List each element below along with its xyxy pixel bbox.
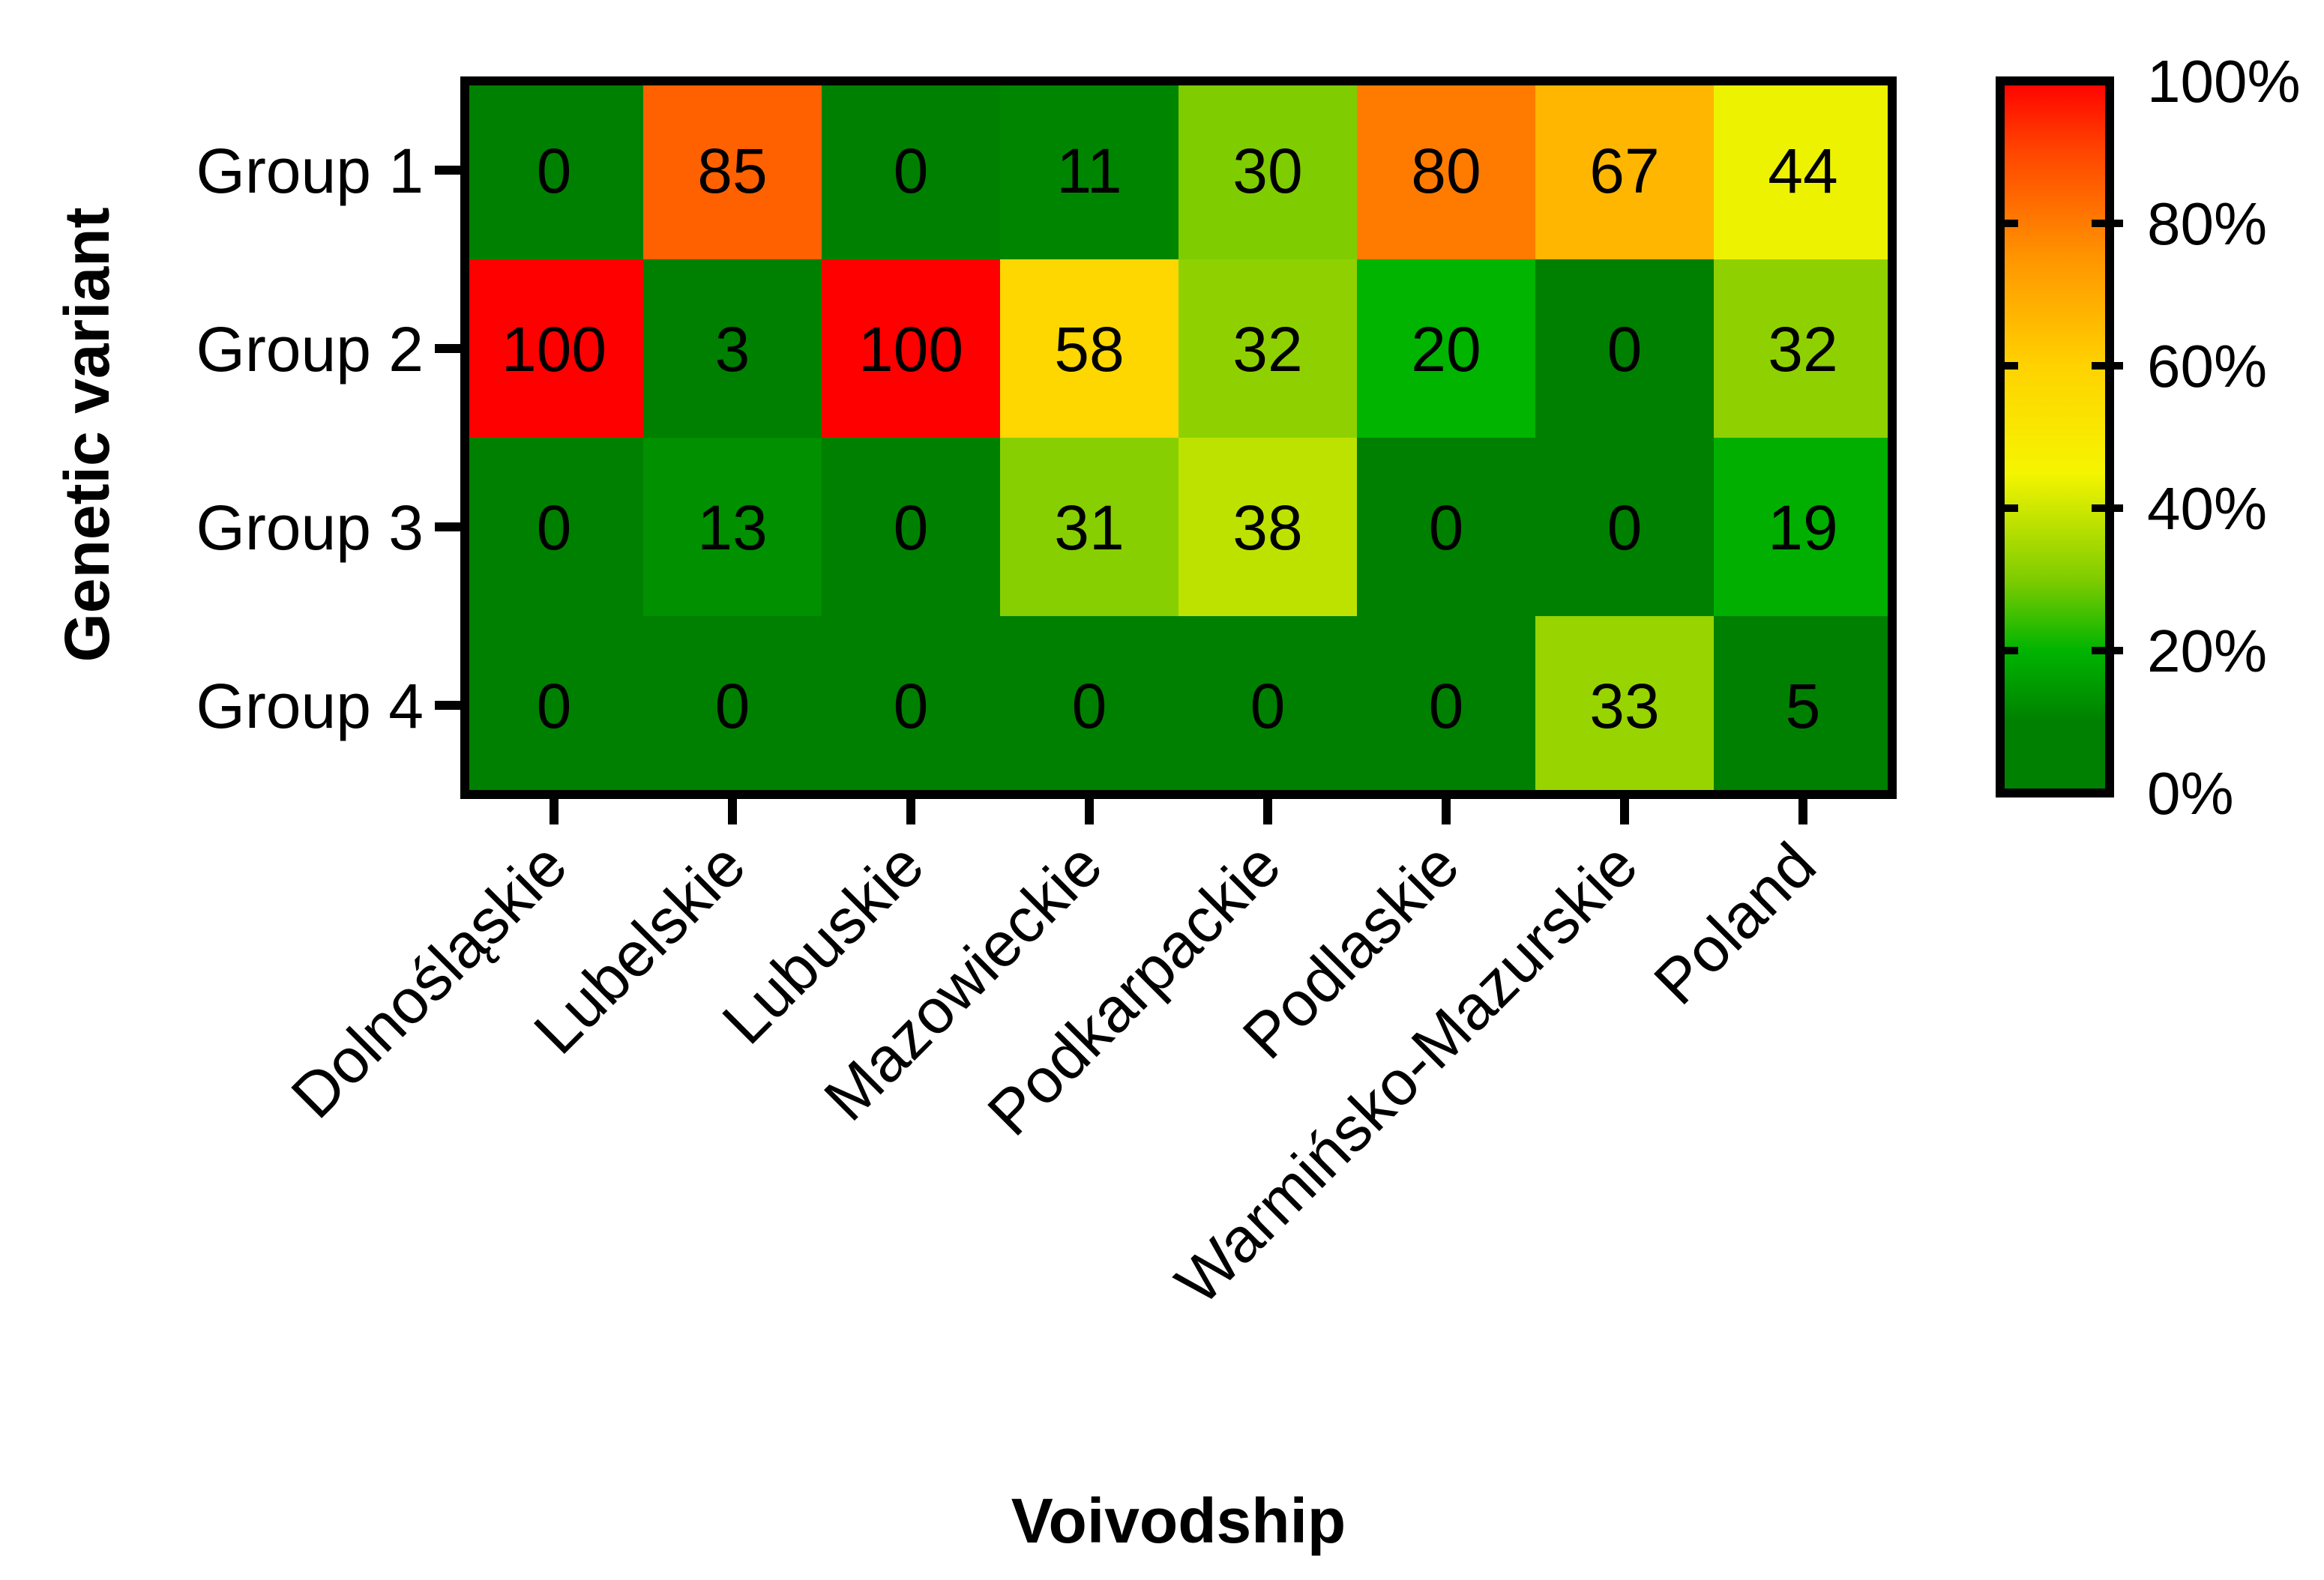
y-axis-title: Genetic variant: [52, 208, 122, 663]
cell-value-label: 20: [1411, 314, 1481, 385]
heatmap-cell: [822, 438, 1001, 617]
colorbar-gradient: [2000, 81, 2110, 793]
cell-value-label: 32: [1768, 314, 1837, 385]
heatmap-cell: [1357, 259, 1536, 438]
y-tick-label: Group 4: [196, 671, 424, 741]
cell-value-label: 85: [697, 136, 767, 206]
heatmap-cell: [1714, 438, 1893, 617]
x-axis-title: Voivodship: [1011, 1486, 1346, 1556]
heatmap-cell: [1178, 259, 1358, 438]
heatmap-cell: [1000, 259, 1179, 438]
heatmap-cell: [1535, 438, 1715, 617]
heatmap-cell: [465, 259, 644, 438]
heatmap-cell: [1714, 616, 1893, 795]
heatmap-cell: [1000, 616, 1179, 795]
heatmap-cell: [643, 616, 822, 795]
cell-value-label: 0: [537, 136, 572, 206]
heatmap-cell: [643, 259, 822, 438]
heatmap-cell: [1178, 81, 1358, 260]
heatmap-cell: [1535, 616, 1715, 795]
colorbar-tick-label: 0%: [2147, 760, 2234, 827]
heatmap-cells: [465, 81, 1893, 795]
heatmap-cell-labels: 0 85 0 11 30 80 67 44 100 3 100 58 32 20 0 32 0 13 0 31 38 0 0…: [502, 136, 1838, 741]
cell-value-label: 0: [1429, 492, 1464, 563]
x-axis-ticks: DolnośląskieLubelskieLubuskieMazowieckie…: [278, 794, 1829, 1318]
cell-value-label: 13: [697, 492, 767, 563]
cell-value-label: 0: [894, 671, 929, 741]
heatmap-cell: [822, 259, 1001, 438]
cell-value-label: 0: [537, 671, 572, 741]
colorbar-frame: [1996, 76, 2114, 797]
heatmap-cell: [1357, 81, 1536, 260]
colorbar-tick-label: 60%: [2147, 333, 2267, 399]
y-tick-label: Group 2: [196, 314, 424, 385]
colorbar-tick-label: 40%: [2147, 475, 2267, 542]
heatmap-cell: [1178, 616, 1358, 795]
x-tick-label: Poland: [1640, 829, 1828, 1017]
cell-value-label: 58: [1054, 314, 1124, 385]
cell-value-label: 67: [1589, 136, 1659, 206]
cell-value-label: 32: [1232, 314, 1302, 385]
cell-value-label: 0: [894, 136, 929, 206]
colorbar-tick-label: 100%: [2147, 48, 2301, 115]
cell-value-label: 19: [1768, 492, 1837, 563]
cell-value-label: 0: [537, 492, 572, 563]
heatmap-cell: [465, 81, 644, 260]
cell-value-label: 5: [1786, 671, 1821, 741]
plot-frame: [460, 76, 1897, 799]
heatmap-cell: [1000, 81, 1179, 260]
heatmap-cell: [1357, 616, 1536, 795]
heatmap-cell: [1000, 438, 1179, 617]
cell-value-label: 0: [894, 492, 929, 563]
heatmap-cell: [1714, 81, 1893, 260]
heatmap-cell: [1178, 438, 1358, 617]
cell-value-label: 0: [1429, 671, 1464, 741]
cell-value-label: 3: [715, 314, 750, 385]
heatmap-cell: [1714, 259, 1893, 438]
cell-value-label: 100: [858, 314, 963, 385]
cell-value-label: 0: [1607, 314, 1643, 385]
cell-value-label: 31: [1054, 492, 1124, 563]
heatmap-cell: [465, 616, 644, 795]
colorbar-tick-label: 20%: [2147, 618, 2267, 684]
heatmap-cell: [822, 616, 1001, 795]
cell-value-label: 30: [1232, 136, 1302, 206]
cell-value-label: 100: [502, 314, 606, 385]
heatmap-cell: [643, 438, 822, 617]
cell-value-label: 80: [1411, 136, 1481, 206]
cell-value-label: 44: [1768, 136, 1837, 206]
x-tick-label: Dolnośląskie: [278, 829, 580, 1131]
cell-value-label: 0: [1072, 671, 1107, 741]
heatmap-cell: [1535, 259, 1715, 438]
cell-value-label: 38: [1232, 492, 1302, 563]
y-tick-label: Group 1: [196, 136, 424, 206]
y-tick-label: Group 3: [196, 492, 424, 563]
cell-value-label: 33: [1589, 671, 1659, 741]
heatmap-cell: [643, 81, 822, 260]
heatmap-cell: [1357, 438, 1536, 617]
cell-value-label: 0: [1250, 671, 1286, 741]
cell-value-label: 0: [715, 671, 750, 741]
heatmap-cell: [465, 438, 644, 617]
y-axis-ticks: Group 1 Group 2 Group 3 Group 4: [196, 136, 465, 741]
cell-value-label: 11: [1056, 136, 1122, 206]
heatmap-cell: [822, 81, 1001, 260]
colorbar-tick-label: 80%: [2147, 190, 2267, 257]
colorbar: 0% 20% 40% 60% 80% 100%: [1996, 48, 2301, 827]
cell-value-label: 0: [1607, 492, 1643, 563]
heatmap-cell: [1535, 81, 1715, 260]
